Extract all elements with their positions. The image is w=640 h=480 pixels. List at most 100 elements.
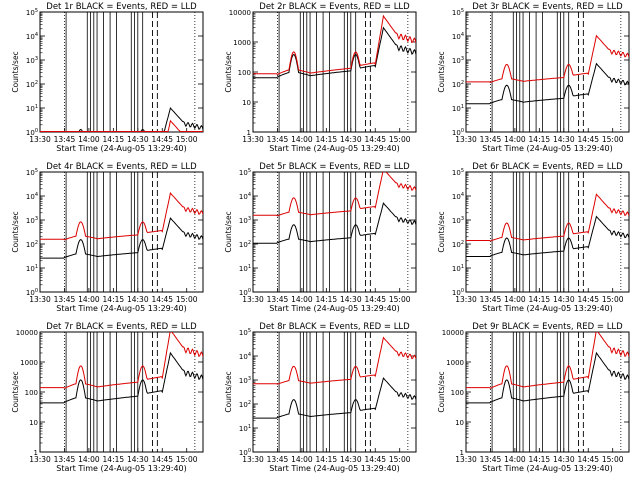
y-tick-label: 1	[460, 449, 464, 457]
x-axis-label: Start Time (24-Aug-05 13:29:40)	[482, 464, 613, 473]
y-tick-label: 103	[452, 56, 464, 65]
x-tick-label: 15:00	[176, 455, 198, 464]
y-tick-label: 105	[239, 328, 251, 337]
x-tick-label: 13:45	[480, 135, 502, 144]
x-tick-label: 15:00	[389, 455, 411, 464]
x-tick-label: 13:30	[242, 135, 264, 144]
y-tick-label: 100	[26, 128, 38, 137]
y-tick-label: 103	[239, 376, 251, 385]
x-axis-label: Start Time (24-Aug-05 13:29:40)	[269, 464, 400, 473]
x-tick-label: 14:30	[553, 295, 575, 304]
y-tick-label: 103	[26, 216, 38, 225]
y-tick-label: 102	[239, 240, 251, 249]
x-tick-label: 13:45	[480, 295, 502, 304]
x-axis-label: Start Time (24-Aug-05 13:29:40)	[56, 304, 187, 313]
series-events	[253, 26, 416, 79]
y-axis-label: Counts/sec	[437, 371, 446, 412]
x-tick-label: 14:15	[529, 455, 551, 464]
y-tick-label: 104	[452, 32, 464, 41]
x-tick-label: 14:30	[127, 135, 149, 144]
series-events	[40, 351, 203, 404]
x-axis-label: Start Time (24-Aug-05 13:29:40)	[269, 304, 400, 313]
panel-det-7: Det 7r BLACK = Events, RED = LLD 1 10 100 10…	[11, 322, 204, 473]
y-tick-label: 104	[452, 192, 464, 201]
y-tick-label: 10	[242, 99, 251, 107]
x-tick-label: 14:15	[103, 295, 125, 304]
plot-frame	[465, 171, 630, 293]
x-tick-label: 14:30	[340, 455, 362, 464]
y-tick-label: 102	[452, 80, 464, 89]
x-axis-label: Start Time (24-Aug-05 13:29:40)	[269, 144, 400, 153]
panel-det-3: Det 3r BLACK = Events, RED = LLD 100 101 10…	[437, 2, 630, 153]
y-tick-label: 103	[26, 56, 38, 65]
plot-area	[40, 12, 203, 132]
y-tick-label: 1000	[446, 359, 464, 367]
series-lld	[253, 172, 416, 217]
panel-det-1: Det 1r BLACK = Events, RED = LLD 100 101 10…	[11, 2, 204, 153]
x-tick-label: 14:00	[504, 295, 526, 304]
x-tick-label: 13:30	[29, 135, 51, 144]
x-tick-label: 14:00	[291, 135, 313, 144]
y-axis-label: Counts/sec	[11, 211, 20, 252]
panel-title: Det 2r BLACK = Events, RED = LLD	[259, 2, 410, 12]
panel-det-9: Det 9r BLACK = Events, RED = LLD 1 10 100 10…	[437, 322, 630, 473]
series-lld	[253, 336, 416, 385]
y-axis-label: Counts/sec	[437, 211, 446, 252]
panel-title: Det 1r BLACK = Events, RED = LLD	[46, 2, 197, 12]
y-tick-label: 101	[239, 424, 251, 433]
y-tick-label: 1000	[20, 359, 38, 367]
y-tick-label: 101	[26, 264, 38, 273]
x-tick-label: 13:45	[480, 455, 502, 464]
y-axis-label: Counts/sec	[11, 371, 20, 412]
x-tick-label: 14:45	[364, 295, 386, 304]
y-tick-label: 100	[239, 448, 251, 457]
series-lld	[40, 119, 203, 132]
y-tick-label: 100	[25, 389, 38, 397]
plot-frame	[252, 331, 417, 453]
panel-det-4: Det 4r BLACK = Events, RED = LLD 100 101 10…	[11, 162, 204, 313]
y-tick-label: 100	[26, 288, 38, 297]
y-tick-label: 105	[26, 8, 38, 17]
panel-det-8: Det 8r BLACK = Events, RED = LLD 100 101 10…	[224, 322, 417, 473]
panel-det-2: Det 2r BLACK = Events, RED = LLD 1 10 100 10…	[224, 2, 417, 153]
x-tick-label: 13:30	[455, 135, 477, 144]
y-tick-label: 105	[452, 168, 464, 177]
y-tick-label: 1	[34, 449, 38, 457]
x-axis-label: Start Time (24-Aug-05 13:29:40)	[482, 304, 613, 313]
plot-area	[253, 172, 416, 292]
x-tick-label: 14:45	[577, 455, 599, 464]
x-tick-label: 13:30	[455, 455, 477, 464]
panel-title: Det 5r BLACK = Events, RED = LLD	[259, 162, 410, 172]
series-lld	[253, 14, 416, 75]
y-tick-label: 1000	[233, 39, 251, 47]
x-tick-label: 14:15	[316, 455, 338, 464]
series-events	[466, 215, 629, 257]
x-tick-label: 14:45	[151, 455, 173, 464]
plot-frame	[252, 171, 417, 293]
series-lld	[40, 192, 203, 241]
y-tick-label: 103	[452, 216, 464, 225]
panel-title: Det 3r BLACK = Events, RED = LLD	[472, 2, 623, 12]
panel-title: Det 6r BLACK = Events, RED = LLD	[472, 162, 623, 172]
y-axis-label: Counts/sec	[224, 371, 233, 412]
y-tick-label: 10	[29, 419, 38, 427]
x-tick-label: 14:30	[553, 455, 575, 464]
y-tick-label: 104	[239, 352, 251, 361]
y-tick-label: 104	[239, 192, 251, 201]
x-tick-label: 13:45	[267, 455, 289, 464]
y-axis-label: Counts/sec	[11, 51, 20, 92]
series-events	[466, 351, 629, 404]
x-axis-label: Start Time (24-Aug-05 13:29:40)	[56, 144, 187, 153]
x-tick-label: 13:45	[267, 295, 289, 304]
x-tick-label: 14:30	[127, 455, 149, 464]
y-tick-label: 100	[238, 69, 251, 77]
y-tick-label: 102	[452, 240, 464, 249]
x-tick-label: 14:00	[291, 295, 313, 304]
series-lld	[466, 332, 629, 389]
x-tick-label: 14:30	[340, 135, 362, 144]
x-tick-label: 15:00	[176, 135, 198, 144]
x-tick-label: 14:30	[127, 295, 149, 304]
x-tick-label: 15:00	[602, 295, 624, 304]
y-tick-label: 105	[26, 168, 38, 177]
x-tick-label: 13:30	[242, 295, 264, 304]
